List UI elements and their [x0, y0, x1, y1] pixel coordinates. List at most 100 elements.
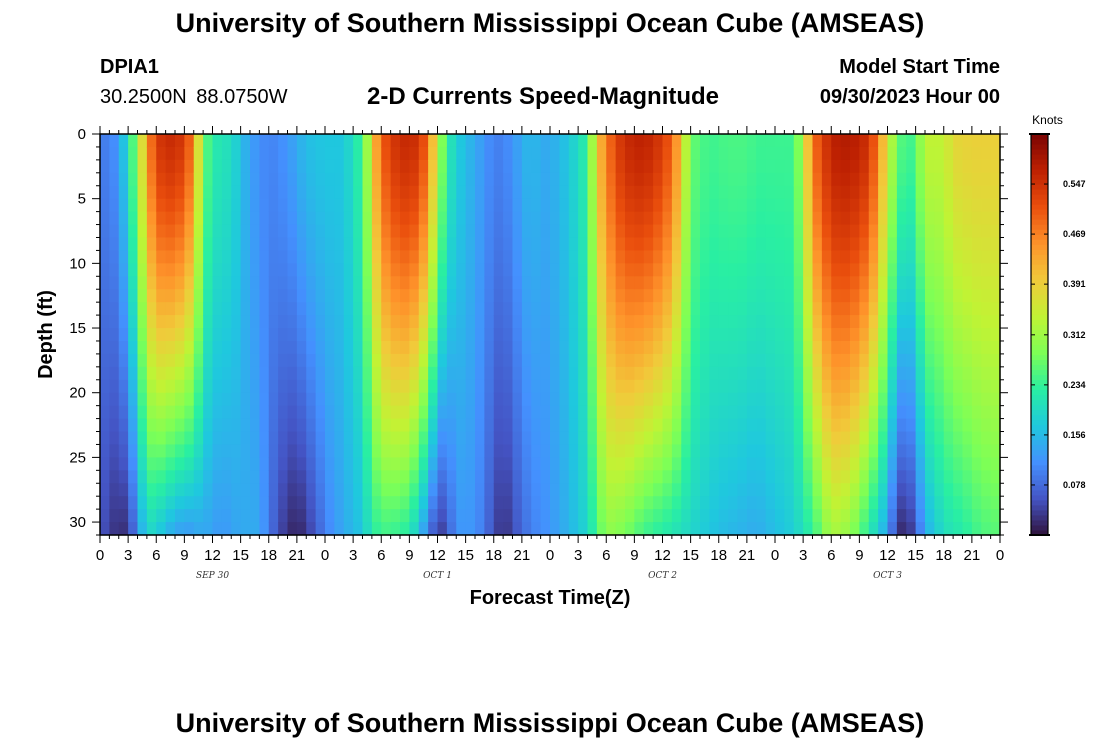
heatmap-cell: [793, 211, 804, 226]
heatmap-cell: [634, 509, 645, 523]
heatmap-cell: [568, 198, 579, 213]
heatmap-cell: [962, 146, 973, 161]
heatmap-cell: [193, 328, 204, 342]
heatmap-cell: [821, 237, 832, 252]
heatmap-cell: [156, 418, 167, 433]
heatmap-cell: [250, 405, 260, 420]
heatmap-cell: [184, 185, 195, 200]
heatmap-cell: [606, 263, 617, 277]
heatmap-cell: [193, 185, 204, 200]
heatmap-cell: [896, 418, 907, 433]
heatmap-cell: [465, 392, 476, 407]
heatmap-cell: [625, 289, 635, 303]
heatmap-cell: [606, 457, 617, 471]
colorbar-segment: [1031, 494, 1048, 501]
colorbar-segment: [1031, 399, 1048, 406]
heatmap-cell: [128, 340, 139, 355]
heatmap-cell: [559, 289, 570, 303]
heatmap-cell: [212, 211, 223, 226]
colorbar-segment: [1031, 149, 1048, 155]
heatmap-cell: [521, 353, 532, 368]
heatmap-cell: [943, 470, 954, 484]
heatmap-cell: [362, 237, 373, 252]
heatmap-cell: [221, 509, 232, 523]
heatmap-cell: [934, 250, 945, 264]
heatmap-cell: [615, 250, 626, 264]
heatmap-cell: [325, 159, 335, 174]
heatmap-cell: [793, 185, 804, 200]
heatmap-cell: [690, 444, 701, 458]
heatmap-cell: [775, 315, 785, 329]
heatmap-cell: [887, 353, 898, 368]
heatmap-cell: [681, 198, 692, 213]
heatmap-cell: [765, 315, 776, 329]
heatmap-cell: [662, 431, 673, 446]
heatmap-cell: [737, 198, 748, 213]
heatmap-cell: [428, 146, 439, 161]
heatmap-cell: [371, 263, 382, 277]
heatmap-cell: [193, 315, 204, 329]
heatmap-cell: [531, 315, 542, 329]
x-tick-label: 15: [907, 547, 924, 564]
colorbar-segment: [1031, 469, 1048, 476]
heatmap-cell: [278, 315, 289, 329]
heatmap-cell: [475, 496, 485, 510]
heatmap-cell: [531, 392, 542, 407]
heatmap-cell: [118, 250, 129, 264]
heatmap-cell: [400, 405, 410, 420]
heatmap-cell: [446, 379, 457, 394]
heatmap-cell: [906, 340, 917, 355]
heatmap-cell: [250, 483, 260, 497]
heatmap-cell: [559, 405, 570, 420]
heatmap-cell: [109, 302, 120, 316]
heatmap-cell: [306, 405, 317, 420]
heatmap-cell: [343, 134, 354, 148]
heatmap-cell: [709, 289, 720, 303]
heatmap-cell: [775, 302, 785, 316]
heatmap-cell: [671, 185, 682, 200]
heatmap-cell: [287, 405, 298, 420]
heatmap-cell: [353, 250, 364, 264]
heatmap-cell: [221, 134, 232, 148]
heatmap-cell: [531, 237, 542, 252]
heatmap-cell: [831, 405, 842, 420]
heatmap-cell: [953, 315, 964, 329]
heatmap-cell: [831, 340, 842, 355]
heatmap-cell: [700, 392, 710, 407]
heatmap-cell: [625, 159, 635, 174]
heatmap-cell: [325, 418, 335, 433]
heatmap-cell: [156, 353, 167, 368]
heatmap-cell: [887, 276, 898, 290]
heatmap-cell: [681, 483, 692, 497]
heatmap-cell: [156, 444, 167, 458]
heatmap-cell: [821, 302, 832, 316]
heatmap-cell: [681, 328, 692, 342]
heatmap-cell: [343, 185, 354, 200]
heatmap-cell: [596, 328, 607, 342]
heatmap-cell: [456, 418, 467, 433]
heatmap-cell: [859, 250, 870, 264]
heatmap-cell: [156, 172, 167, 187]
colorbar-segment: [1031, 529, 1048, 536]
heatmap-cell: [568, 302, 579, 316]
heatmap-cell: [634, 289, 645, 303]
heatmap-cell: [165, 224, 176, 239]
heatmap-cell: [165, 185, 176, 200]
heatmap-cell: [146, 353, 157, 368]
heatmap-cell: [606, 315, 617, 329]
heatmap-cell: [625, 276, 635, 290]
heatmap-cell: [803, 509, 814, 523]
heatmap-cell: [990, 172, 1001, 187]
heatmap-cell: [100, 250, 110, 264]
heatmap-cell: [493, 405, 504, 420]
heatmap-cell: [353, 379, 364, 394]
heatmap-cell: [503, 522, 514, 536]
heatmap-cell: [193, 431, 204, 446]
heatmap-cell: [887, 315, 898, 329]
heatmap-cell: [887, 250, 898, 264]
heatmap-cell: [428, 185, 439, 200]
heatmap-cell: [371, 444, 382, 458]
heatmap-cell: [840, 496, 851, 510]
heatmap-cell: [868, 276, 879, 290]
heatmap-cell: [981, 405, 992, 420]
